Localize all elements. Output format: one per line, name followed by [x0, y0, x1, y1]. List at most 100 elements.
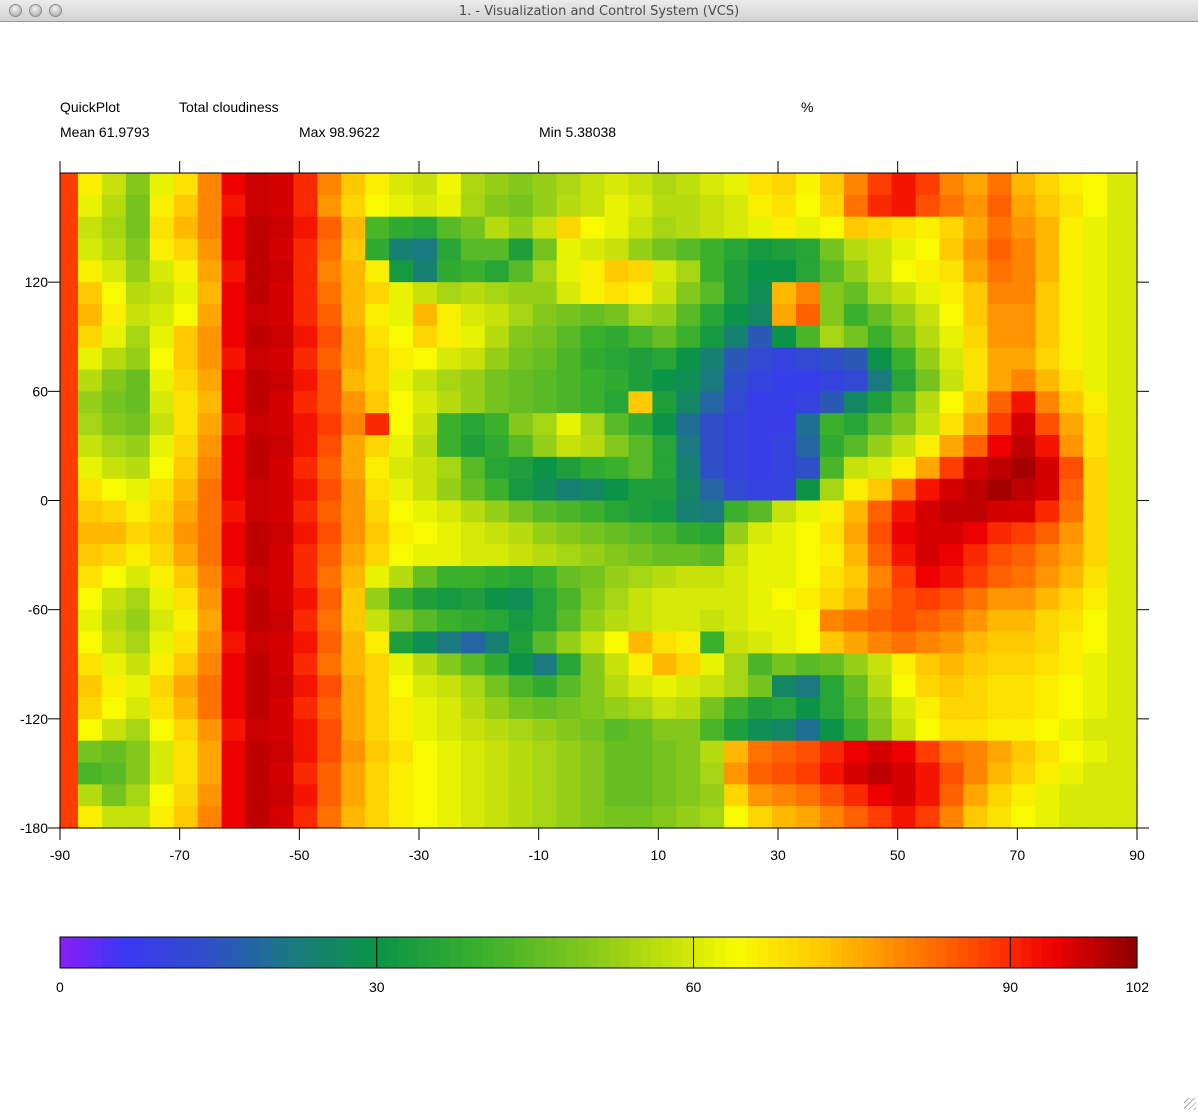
heatmap-cell: [700, 806, 725, 829]
heatmap-cell: [748, 675, 773, 698]
heatmap-cell: [1059, 544, 1084, 567]
heatmap-cell: [101, 456, 127, 480]
heatmap-cell: [341, 260, 366, 283]
heatmap-cell: [556, 762, 582, 785]
heatmap-cell: [389, 522, 414, 545]
heatmap-cell: [772, 347, 797, 371]
heatmap-cell: [1059, 194, 1084, 218]
heatmap-cell: [1035, 478, 1060, 502]
heatmap-cell: [580, 587, 606, 611]
heatmap-cell: [628, 194, 653, 218]
heatmap-cell: [1083, 435, 1108, 458]
heatmap-cell: [341, 173, 366, 196]
heatmap-cell: [748, 216, 773, 240]
heatmap-cell: [293, 806, 318, 829]
heatmap-cell: [724, 675, 749, 698]
heatmap-cell: [580, 325, 606, 349]
heatmap-cell: [939, 391, 965, 414]
heatmap-cell: [700, 697, 725, 720]
heatmap-cell: [508, 456, 534, 480]
heatmap-cell: [413, 304, 438, 327]
heatmap-cell: [484, 653, 510, 676]
heatmap-cell: [245, 806, 271, 829]
minimize-window-button[interactable]: [29, 4, 42, 17]
heatmap-cell: [939, 325, 965, 349]
heatmap-cell: [724, 456, 749, 480]
heatmap-cell: [436, 413, 462, 436]
heatmap-cell: [556, 325, 582, 349]
heatmap-cell: [101, 500, 127, 523]
heatmap-cell: [987, 740, 1012, 764]
colorbar-step: [524, 937, 536, 968]
heatmap-cell: [60, 194, 79, 218]
heatmap-cell: [1059, 478, 1084, 502]
heatmap-cell: [77, 566, 103, 589]
heatmap-cell: [915, 587, 941, 611]
heatmap-cell: [197, 282, 223, 305]
resize-grip[interactable]: [1184, 1098, 1196, 1110]
heatmap-cell: [939, 435, 965, 458]
heatmap-cell: [149, 325, 175, 349]
heatmap-cell: [173, 587, 199, 611]
heatmap-cell: [652, 762, 677, 785]
heatmap-cell: [724, 260, 749, 283]
colorbar-step: [946, 937, 959, 968]
colorbar-step: [239, 937, 251, 968]
colorbar-step: [133, 937, 146, 968]
heatmap-cell: [987, 566, 1012, 589]
heatmap-cell: [317, 675, 342, 698]
heatmap-cell: [460, 566, 486, 589]
heatmap-cell: [197, 718, 223, 742]
heatmap-cell: [652, 325, 677, 349]
heatmap-cell: [556, 391, 582, 414]
colorbar-step: [704, 937, 716, 968]
heatmap-cell: [508, 784, 534, 807]
heatmap-cell: [460, 653, 486, 676]
heatmap-cell: [556, 173, 582, 196]
heatmap-cell: [915, 522, 941, 545]
heatmap-cell: [532, 544, 558, 567]
heatmap-cell: [891, 347, 917, 371]
heatmap-cell: [197, 566, 223, 589]
heatmap-cell: [125, 304, 151, 327]
heatmap-cell: [676, 587, 701, 611]
heatmap-cell: [700, 544, 725, 567]
zoom-window-button[interactable]: [49, 4, 62, 17]
heatmap-cell: [436, 718, 462, 742]
heatmap-cell: [891, 391, 917, 414]
heatmap-cell: [173, 260, 199, 283]
heatmap-cell: [1083, 391, 1108, 414]
heatmap-cell: [60, 566, 79, 589]
heatmap-cell: [867, 784, 893, 807]
heatmap-cell: [963, 456, 989, 480]
heatmap-cell: [245, 631, 271, 654]
heatmap-cell: [245, 653, 271, 676]
heatmap-cell: [293, 238, 318, 261]
heatmap-cell: [628, 369, 653, 392]
heatmap-cell: [652, 435, 677, 458]
colorbar-step: [1031, 937, 1043, 968]
heatmap-cell: [197, 194, 223, 218]
heatmap-cell: [389, 631, 414, 654]
heatmap-cell: [652, 631, 677, 654]
heatmap-cell: [197, 806, 223, 829]
heatmap-cell: [556, 260, 582, 283]
heatmap-cell: [269, 697, 294, 720]
heatmap-cell: [484, 522, 510, 545]
heatmap-cell: [652, 194, 677, 218]
heatmap-cell: [317, 369, 342, 392]
heatmap-cell: [939, 194, 965, 218]
heatmap-cell: [197, 456, 223, 480]
heatmap-cell: [867, 456, 893, 480]
heatmap-cell: [245, 762, 271, 785]
heatmap-cell: [580, 544, 606, 567]
heatmap-cell: [676, 740, 701, 764]
heatmap-cell: [221, 238, 247, 261]
close-window-button[interactable]: [9, 4, 22, 17]
heatmap-cell: [556, 609, 582, 633]
heatmap-cell: [484, 544, 510, 567]
heatmap-cell: [867, 566, 893, 589]
colorbar-step: [767, 937, 779, 968]
heatmap-cell: [197, 325, 223, 349]
heatmap-cell: [891, 675, 917, 698]
